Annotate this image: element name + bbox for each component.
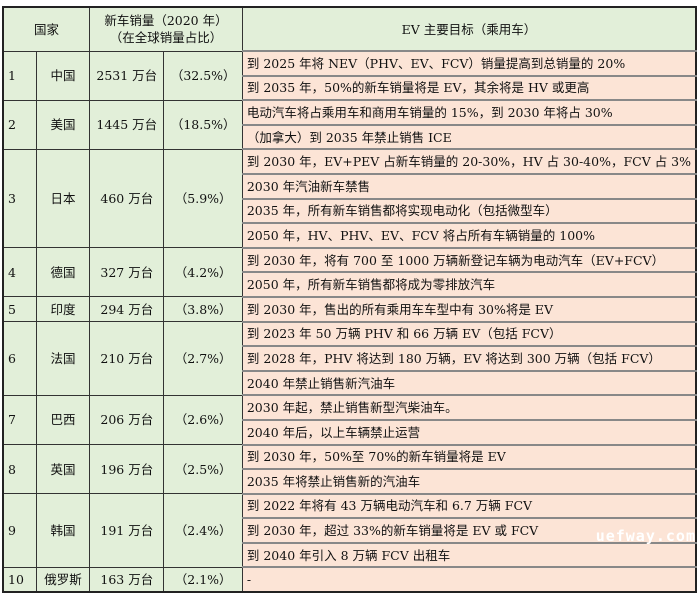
sales-cell: 210 万台 (89, 321, 165, 396)
table-row: （加拿大）到 2035 年禁止销售 ICE (3, 123, 697, 150)
goal-cell: （加拿大）到 2035 年禁止销售 ICE (241, 123, 697, 150)
table-row: 到 2035 年，50%的新车销量将是 EV，其余将是 HV 或更高 (3, 74, 697, 101)
table-row: 10 俄罗斯 163 万台 （2.1%） - (2, 566, 697, 593)
goal-cell: 2035 年将禁止销售新的汽油车 (241, 468, 697, 495)
share-cell: （2.4%） (163, 493, 243, 568)
table-row: 7 巴西 206 万台 （2.6%） 2030 年起，禁止销售新型汽柴油车。 (2, 394, 697, 446)
header-goals: EV 主要目标（乘用车） (241, 6, 697, 52)
table-row: 2050 年，所有新车销售都将成为零排放汽车 (3, 271, 697, 298)
header-row: 国家 新车销量（2020 年） （在全球销量占比） EV 主要目标（乘用车） (2, 6, 697, 52)
table-row: 8 英国 196 万台 （2.5%）到 2030 年，50%至 70%的新车销量将是 … (2, 443, 697, 495)
goal-cell: 到 2030 年，EV+PEV 占新车销量的 20-30%，HV 占 30-40… (241, 148, 697, 175)
table-row: 2 美国 1445 万台 （18.5%） 电动汽车将占乘用车和商用车销量的 15%，到 … (2, 99, 697, 150)
share-cell: （18.5%） (163, 99, 243, 150)
header-sales-line1: 新车销量（2020 年） (104, 13, 228, 29)
table-row: 2035 年，所有新车销售都将实现电动化（包括微型车） (3, 197, 697, 224)
sales-cell: 327 万台 (89, 247, 165, 298)
goal-cell: 到 2030 年，超过 33%的新车销量将是 EV 或 FCV (241, 517, 697, 544)
table-row: 4 德国 327 万台 （4.2%）到 2030 年，将有 700 至 1000 万辆… (2, 246, 697, 298)
goal-cell: 2050 年，所有新车销售都将成为零排放汽车 (241, 271, 697, 298)
sales-cell: 294 万台 (89, 296, 165, 323)
country-cell: 俄罗斯 (35, 566, 91, 593)
rank-cell: 1 (2, 50, 37, 101)
header-sales-line2: （在全球销量占比） (109, 30, 223, 46)
header-country: 国家 (2, 6, 91, 52)
goal-cell: 2035 年，所有新车销售都将实现电动化（包括微型车） (241, 197, 697, 224)
goal-cell: 2030 年起，禁止销售新型汽柴油车。 (241, 394, 697, 421)
sales-cell: 206 万台 (89, 394, 165, 446)
goal-cell: - (241, 566, 697, 593)
table-row: 到 2030 年，超过 33%的新车销量将是 EV 或 FCV (3, 517, 697, 544)
sales-cell: 1445 万台 (89, 99, 165, 150)
table-row: 5 印度 294 万台 （3.8%）到 2030 年，售出的所有乘用车车型中有 30%… (2, 295, 697, 323)
table-row: 3 日本 460 万台 （5.9%）到 2030 年，EV+PEV 占新车销量的 20… (2, 148, 697, 249)
header-sales: 新车销量（2020 年） （在全球销量占比） (89, 6, 243, 52)
table-row: 2035 年将禁止销售新的汽油车 (3, 468, 697, 495)
goal-cell: 到 2030 年，50%至 70%的新车销量将是 EV (241, 443, 697, 470)
goal-cell: 2040 年后，以上车辆禁止运营 (241, 418, 697, 445)
goal-cell: 到 2030 年，将有 700 至 1000 万辆新登记车辆为电动汽车（EV+F… (241, 246, 697, 273)
country-cell: 中国 (35, 50, 91, 101)
country-cell: 韩国 (35, 493, 91, 568)
table-row: 2050 年，HV、PHV、EV、FCV 将占所有车辆销量的 100% (3, 222, 697, 249)
table-row: 2040 年后，以上车辆禁止运营 (3, 418, 697, 445)
share-cell: （4.2%） (163, 247, 243, 298)
rank-cell: 7 (2, 394, 37, 446)
share-cell: （3.8%） (163, 296, 243, 323)
rank-cell: 4 (2, 247, 37, 298)
goal-cell: 到 2025 年将 NEV（PHV、EV、FCV）销量提高到总销量的 20% (241, 50, 697, 77)
rank-cell: 2 (2, 99, 37, 150)
country-cell: 印度 (35, 296, 91, 323)
goal-cell: 到 2035 年，50%的新车销量将是 EV，其余将是 HV 或更高 (241, 74, 697, 101)
table-row: 到 2028 年，PHV 将达到 180 万辆，EV 将达到 300 万辆（包括… (3, 345, 697, 372)
goal-cell: 2050 年，HV、PHV、EV、FCV 将占所有车辆销量的 100% (241, 222, 697, 249)
share-cell: （2.5%） (163, 443, 243, 495)
share-cell: （2.1%） (163, 566, 243, 593)
goal-cell: 2030 年汽油新车禁售 (241, 172, 697, 200)
table-row: 2040 年禁止销售新汽油车 (3, 369, 697, 396)
country-cell: 法国 (35, 321, 91, 396)
goal-cell: 到 2030 年，售出的所有乘用车车型中有 30%将是 EV (241, 295, 697, 323)
share-cell: （32.5%） (163, 50, 243, 101)
goal-cell: 到 2028 年，PHV 将达到 180 万辆，EV 将达到 300 万辆（包括… (241, 345, 697, 372)
sales-cell: 163 万台 (89, 566, 165, 593)
country-cell: 英国 (35, 443, 91, 495)
goal-cell: 到 2023 年 50 万辆 PHV 和 66 万辆 EV（包括 FCV） (241, 320, 697, 347)
table-row: 9 韩国 191 万台 （2.4%）到 2022 年将有 43 万辆电动汽车和 6.7… (2, 492, 697, 568)
table-row: 6 法国 210 万台 （2.7%）到 2023 年 50 万辆 PHV 和 66 万… (2, 320, 697, 396)
sales-cell: 196 万台 (89, 443, 165, 495)
table-body: 1 中国 2531 万台 （32.5%）到 2025 年将 NEV（PHV、EV、FC… (2, 50, 697, 593)
sales-cell: 2531 万台 (89, 50, 165, 101)
share-cell: （2.7%） (163, 321, 243, 396)
rank-cell: 9 (2, 493, 37, 568)
share-cell: （5.9%） (163, 148, 243, 249)
rank-cell: 3 (2, 148, 37, 249)
rank-cell: 8 (2, 443, 37, 495)
country-cell: 日本 (35, 148, 91, 249)
sales-cell: 460 万台 (89, 148, 165, 249)
goal-cell: 2040 年禁止销售新汽油车 (241, 369, 697, 396)
share-cell: （2.6%） (163, 394, 243, 446)
goal-cell: 到 2040 年引入 8 万辆 FCV 出租车 (241, 541, 697, 568)
country-cell: 巴西 (35, 394, 91, 446)
rank-cell: 10 (2, 566, 37, 593)
rank-cell: 6 (2, 321, 37, 396)
table-row: 1 中国 2531 万台 （32.5%）到 2025 年将 NEV（PHV、EV、FC… (2, 50, 697, 101)
sales-cell: 191 万台 (89, 493, 165, 568)
rank-cell: 5 (2, 296, 37, 323)
watermark: uefway.com (595, 527, 696, 545)
goal-cell: 到 2022 年将有 43 万辆电动汽车和 6.7 万辆 FCV (241, 492, 697, 519)
country-cell: 德国 (35, 247, 91, 298)
country-cell: 美国 (35, 99, 91, 150)
goal-cell: 电动汽车将占乘用车和商用车销量的 15%，到 2030 年将占 30% (241, 99, 697, 126)
